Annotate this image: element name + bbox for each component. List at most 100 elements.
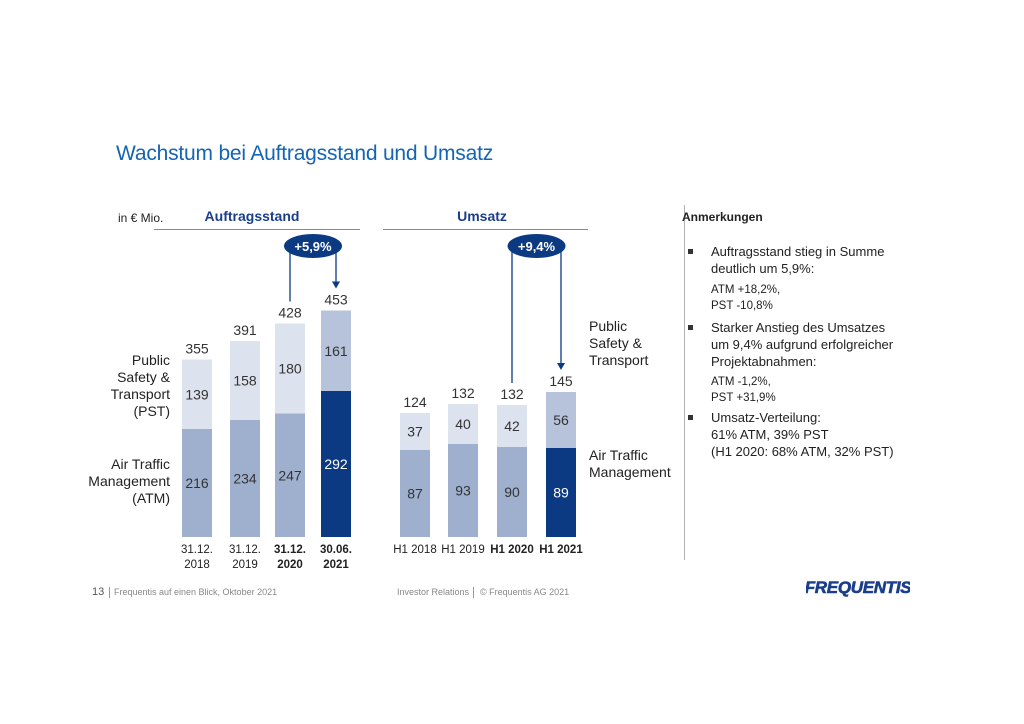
note-1-detail-line: PST -10,8% — [711, 300, 773, 312]
legend-left-pst: Public Safety & Transport (PST) — [80, 352, 170, 420]
legend-left-atm-line: (ATM) — [132, 490, 170, 506]
header-underline-auftragsstand — [154, 229, 360, 230]
data-label-pst: 56 — [553, 412, 569, 428]
bar-pst — [497, 405, 527, 447]
category-label: H1 2020 — [490, 544, 533, 556]
note-3-line: (H1 2020: 68% ATM, 32% PST) — [711, 444, 894, 459]
total-label: 132 — [500, 386, 524, 402]
data-label-pst: 158 — [233, 373, 257, 389]
footer-separator — [473, 587, 474, 598]
unit-label: in € Mio. — [118, 211, 164, 225]
bar-pst — [400, 413, 430, 450]
chart-title-umsatz: Umsatz — [457, 208, 507, 224]
note-2-line: Projektabnahmen: — [711, 354, 817, 369]
legend-right-pst-line: Transport — [589, 352, 649, 368]
legend-left-pst-line: Public — [131, 352, 170, 368]
logo-wordmark: FREQUENTIS — [806, 578, 910, 597]
note-2-detail: ATM -1,2%, PST +31,9% — [711, 374, 911, 406]
note-1-detail: ATM +18,2%, PST -10,8% — [711, 282, 911, 314]
bar-atm — [182, 429, 212, 537]
category-label: 2020 — [277, 559, 303, 571]
legend-right-atm-line: Air Traffic — [589, 447, 648, 463]
total-label: 132 — [451, 385, 475, 401]
total-label: 428 — [278, 305, 302, 321]
category-label: 2021 — [323, 559, 349, 571]
category-label: 2019 — [232, 559, 258, 571]
total-label: 391 — [233, 322, 257, 338]
bar-atm — [448, 444, 478, 537]
bar-pst — [546, 392, 576, 448]
data-label-atm: 292 — [324, 456, 348, 472]
data-label-atm: 90 — [504, 484, 520, 500]
legend-right-pst-line: Public — [589, 318, 628, 334]
data-label-pst: 40 — [455, 416, 471, 432]
bar-pst — [448, 404, 478, 444]
bar-pst — [275, 323, 305, 414]
legend-left-pst-line: (PST) — [133, 403, 170, 419]
category-label: 31.12. — [229, 544, 261, 556]
page-number: 13 — [92, 586, 105, 598]
footer-mid-text: Investor Relations — [397, 587, 470, 597]
growth-badge-label: +5,9% — [294, 239, 332, 254]
total-label: 355 — [185, 341, 209, 357]
data-label-pst: 139 — [185, 386, 209, 402]
note-2: Starker Anstieg des Umsatzes um 9,4% auf… — [711, 319, 921, 370]
bullet-icon — [688, 325, 693, 330]
data-label-atm: 216 — [185, 475, 209, 491]
bar-pst — [230, 341, 260, 420]
legend-right-pst: Public Safety & Transport — [589, 318, 684, 369]
bullet-icon — [688, 249, 693, 254]
legend-left-pst-line: Transport — [110, 386, 170, 402]
note-2-line: um 9,4% aufgrund erfolgreicher — [711, 337, 894, 352]
category-label: 31.12. — [181, 544, 213, 556]
notes-title: Anmerkungen — [682, 210, 763, 224]
note-1-detail-line: ATM +18,2%, — [711, 284, 781, 296]
note-2-detail-line: ATM -1,2%, — [711, 376, 771, 388]
category-label: H1 2021 — [539, 544, 583, 556]
bar-pst — [321, 310, 351, 391]
frequentis-logo: FREQUENTIS — [806, 578, 910, 598]
data-label-atm: 93 — [455, 483, 471, 499]
legend-left-atm: Air Traffic Management (ATM) — [70, 456, 170, 507]
note-2-line: Starker Anstieg des Umsatzes — [711, 320, 886, 335]
bar-atm — [230, 420, 260, 537]
bar-atm — [275, 413, 305, 537]
legend-right-atm-line: Management — [589, 464, 671, 480]
footer-copyright: © Frequentis AG 2021 — [480, 587, 570, 597]
note-1: Auftragsstand stieg in Summe deutlich um… — [711, 243, 921, 277]
category-label: 30.06. — [320, 544, 352, 556]
total-label: 453 — [324, 292, 348, 308]
data-label-atm: 234 — [233, 471, 257, 487]
bar-atm — [497, 447, 527, 537]
legend-left-atm-line: Management — [88, 473, 170, 489]
note-1-line: Auftragsstand stieg in Summe — [711, 244, 885, 259]
growth-badge — [284, 234, 342, 258]
footer-left-text: Frequentis auf einen Blick, Oktober 2021 — [114, 587, 278, 597]
data-label-pst: 180 — [278, 361, 302, 377]
legend-right-atm: Air Traffic Management — [589, 447, 684, 481]
data-label-atm: 89 — [553, 485, 569, 501]
bullet-icon — [688, 415, 693, 420]
legend-left-atm-line: Air Traffic — [111, 456, 170, 472]
legend-left-pst-line: Safety & — [117, 369, 170, 385]
data-label-pst: 161 — [324, 343, 348, 359]
growth-arrow-icon — [557, 363, 565, 370]
category-label: H1 2019 — [441, 544, 484, 556]
stacked-bar-charts: 216 139 355 31.12. 2018 234 158 391 31.12. 2019 24… — [181, 234, 583, 571]
growth-badge — [507, 234, 566, 258]
bar-pst — [182, 359, 212, 429]
note-2-detail-line: PST +31,9% — [711, 392, 776, 404]
total-label: 145 — [549, 373, 573, 389]
chart-title-auftragsstand: Auftragsstand — [204, 208, 300, 224]
notes-divider — [684, 205, 685, 560]
category-label: H1 2018 — [393, 544, 436, 556]
bar-atm — [546, 448, 576, 537]
data-label-pst: 42 — [504, 418, 520, 434]
growth-badge-label: +9,4% — [518, 239, 556, 254]
category-label: 31.12. — [274, 544, 306, 556]
footer-separator — [109, 587, 110, 598]
data-label-pst: 37 — [407, 424, 423, 440]
note-1-line: deutlich um 5,9%: — [711, 261, 815, 276]
page-title: Wachstum bei Auftragsstand und Umsatz — [116, 142, 493, 165]
header-underline-umsatz — [383, 229, 588, 230]
